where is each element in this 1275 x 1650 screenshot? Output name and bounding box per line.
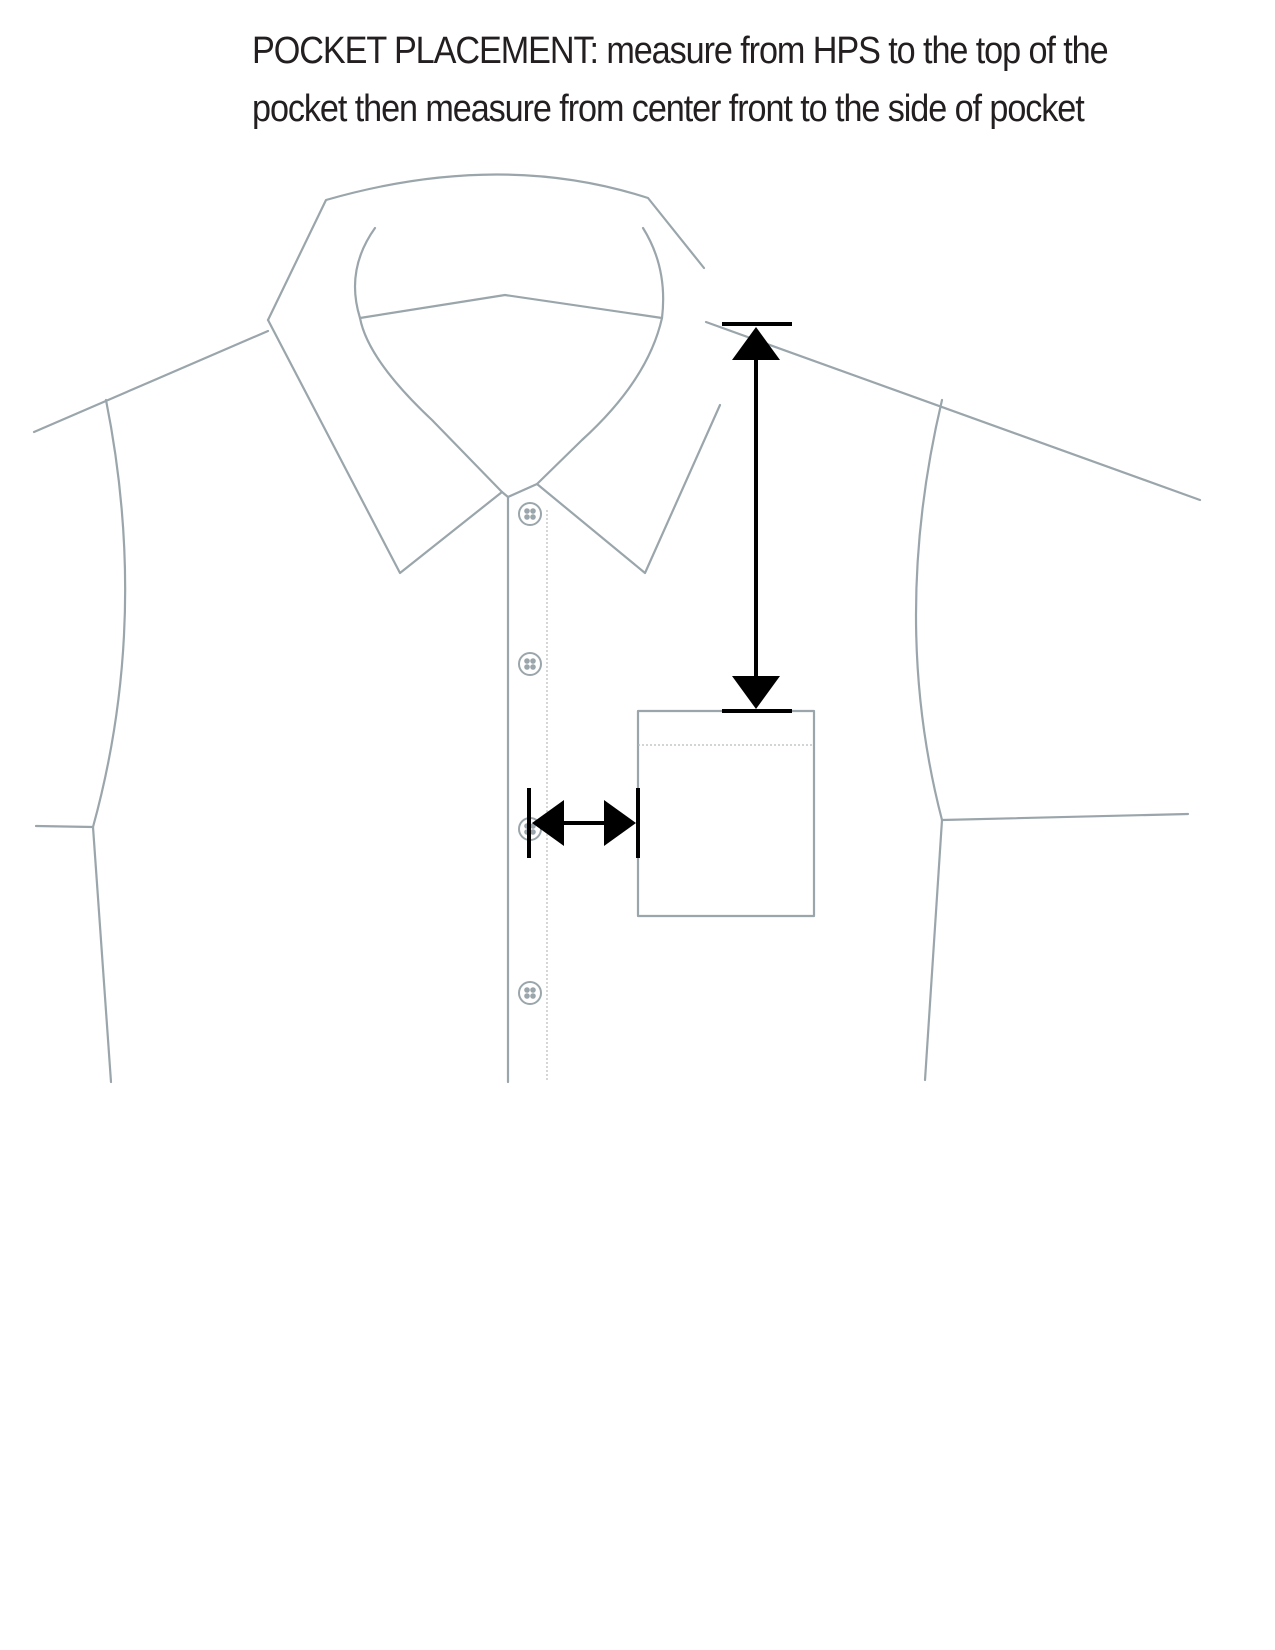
collar-left bbox=[266, 316, 504, 575]
right-armhole bbox=[914, 398, 944, 822]
shirt-outline bbox=[32, 173, 1202, 1084]
left-shoulder-line bbox=[32, 329, 270, 434]
collar-right bbox=[535, 316, 722, 575]
button-1 bbox=[518, 502, 542, 526]
instruction-line-2: pocket then measure from center front to… bbox=[252, 88, 1085, 130]
back-neckline bbox=[353, 226, 665, 320]
chest-pocket bbox=[636, 709, 816, 918]
instruction-line-1: POCKET PLACEMENT: measure from HPS to th… bbox=[252, 30, 1109, 72]
stitching bbox=[546, 510, 814, 1082]
left-side-seam bbox=[91, 825, 113, 1084]
placket-top bbox=[500, 482, 539, 499]
horizontal-arrowhead-left bbox=[532, 800, 564, 846]
vertical-arrowhead-up bbox=[732, 327, 780, 360]
button-2 bbox=[518, 652, 542, 676]
hps-to-pocket-measure bbox=[722, 322, 792, 713]
right-sleeve-hem bbox=[940, 812, 1190, 822]
horizontal-arrowhead-right bbox=[604, 800, 636, 846]
left-sleeve-hem bbox=[34, 824, 95, 829]
vertical-arrowhead-down bbox=[732, 676, 780, 709]
button-4 bbox=[518, 981, 542, 1005]
collar-band bbox=[266, 173, 706, 322]
instruction-text: POCKET PLACEMENT: measure from HPS to th… bbox=[252, 22, 1152, 138]
left-armhole bbox=[91, 398, 127, 829]
center-front-to-pocket-measure bbox=[527, 788, 640, 858]
buttons bbox=[518, 502, 542, 1005]
right-shoulder-line bbox=[704, 320, 1202, 502]
right-side-seam bbox=[923, 818, 944, 1082]
